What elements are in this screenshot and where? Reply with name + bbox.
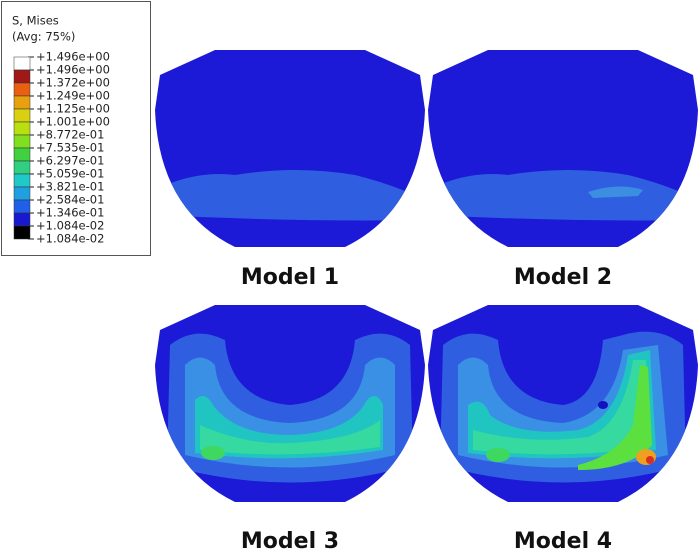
legend-swatch: [13, 160, 31, 175]
model-1-plot: [155, 50, 425, 247]
model-label: Model 3: [241, 529, 339, 553]
legend-swatch: [13, 199, 31, 214]
legend-label: +1.346e-01: [36, 206, 104, 220]
legend-swatch: [13, 69, 31, 84]
legend-label: +8.772e-01: [36, 128, 104, 142]
legend-swatch: [13, 95, 31, 110]
legend-swatch: [13, 82, 31, 97]
model-labels: Model 1 Model 2 Model 3 Model 4: [241, 265, 612, 553]
legend-subtitle: (Avg: 75%): [12, 30, 75, 44]
legend-swatch: [13, 186, 31, 201]
legend-label: +3.821e-01: [36, 180, 104, 194]
legend-label: +5.059e-01: [36, 167, 104, 181]
legend-label: +6.297e-01: [36, 154, 104, 168]
legend-label: +1.496e+00: [36, 50, 110, 64]
model-4-plot: [428, 305, 698, 502]
legend-label: +1.249e+00: [36, 89, 110, 103]
legend-label: +2.584e-01: [36, 193, 104, 207]
legend-label: +1.125e+00: [36, 102, 110, 116]
legend-swatch: [13, 134, 31, 149]
legend-swatch: [13, 121, 31, 136]
legend-swatch: [13, 108, 31, 123]
legend-swatch: [13, 225, 31, 240]
legend-label: +1.496e+00: [36, 63, 110, 77]
legend-label: +7.535e-01: [36, 141, 104, 155]
legend: S, Mises (Avg: 75%) +1.496e+00+1.496e+00…: [12, 14, 110, 246]
model-3-plot: [155, 305, 425, 502]
model-2-plot: [428, 50, 698, 247]
legend-title: S, Mises: [12, 14, 59, 28]
model-label: Model 1: [241, 265, 339, 290]
legend-swatch: [13, 173, 31, 188]
legend-swatch: [13, 147, 31, 162]
model-label: Model 4: [514, 529, 612, 553]
legend-swatch: [13, 212, 31, 227]
legend-label: +1.372e+00: [36, 76, 110, 90]
legend-label: +1.084e-02: [36, 219, 104, 233]
legend-label: +1.084e-02: [36, 232, 104, 246]
model-label: Model 2: [514, 265, 612, 290]
legend-label: +1.001e+00: [36, 115, 110, 129]
legend-swatch: [13, 56, 31, 71]
